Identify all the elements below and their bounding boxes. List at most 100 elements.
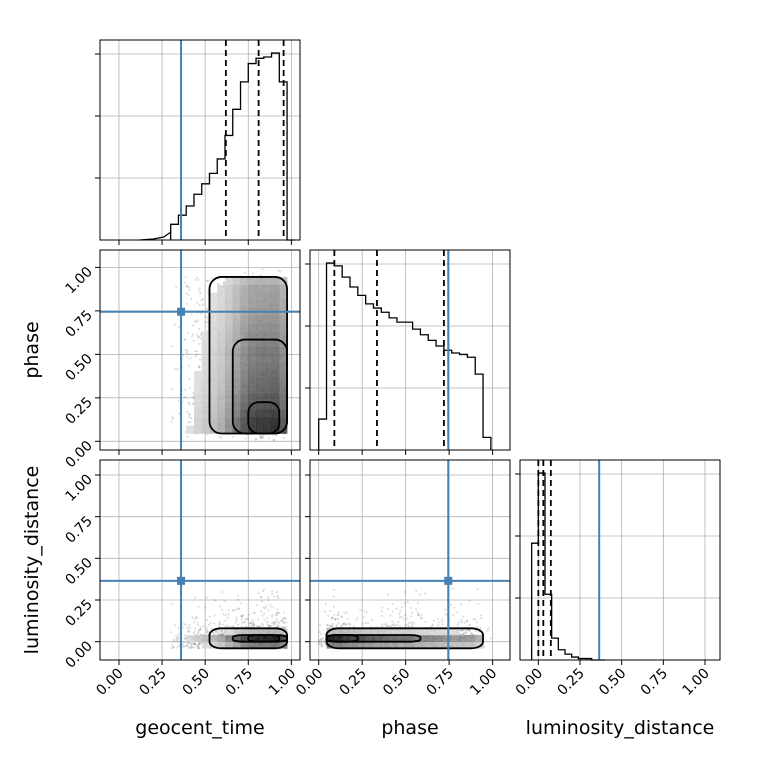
scatter-point (184, 348, 187, 351)
scatter-point (206, 307, 209, 310)
scatter-point (460, 629, 463, 632)
density-block (201, 339, 210, 348)
density-block (271, 331, 280, 340)
scatter-point (184, 292, 188, 295)
density-block (193, 410, 203, 419)
contours (208, 276, 288, 435)
pair-content (317, 587, 492, 650)
scatter-point (401, 606, 404, 609)
scatter-point (232, 625, 235, 628)
density-block (279, 323, 288, 333)
scatter-point (192, 646, 195, 649)
scatter-point (198, 641, 201, 645)
scatter-point (260, 610, 263, 613)
scatter-point (188, 647, 191, 650)
density-block (256, 394, 265, 403)
scatter-point (277, 596, 280, 599)
scatter-point (190, 297, 193, 301)
scatter-point (453, 606, 456, 610)
scatter-point (396, 623, 399, 626)
scatter-point (242, 614, 245, 617)
scatter-point (277, 269, 280, 272)
scatter-point (184, 281, 187, 284)
density-block (193, 370, 203, 379)
scatter-point (437, 621, 440, 624)
scatter-point (380, 610, 383, 613)
scatter-point (189, 646, 193, 649)
scatter-point (330, 625, 334, 628)
scatter-point (404, 613, 407, 617)
scatter-point (420, 616, 423, 620)
scatter-point (410, 611, 414, 614)
density-block (279, 316, 288, 325)
scatter-point (197, 366, 201, 369)
scatter-point (261, 614, 264, 617)
scatter-point (250, 624, 253, 628)
scatter-point (466, 619, 469, 622)
density-block (240, 417, 249, 426)
scatter-point (204, 606, 207, 609)
density-block (271, 355, 280, 364)
scatter-point (406, 624, 410, 627)
density-block (240, 363, 249, 372)
scatter-point (240, 614, 244, 617)
scatter-point (420, 617, 423, 620)
scatter-point (183, 637, 187, 640)
injection-marker (177, 576, 186, 585)
density-block (263, 635, 272, 642)
scatter-point (187, 646, 191, 649)
scatter-point (170, 644, 174, 647)
scatter-point (259, 436, 263, 439)
scatter-point (324, 602, 328, 605)
scatter-point (262, 606, 265, 609)
density-block (232, 635, 241, 642)
density-block (217, 378, 226, 387)
density-block (263, 378, 272, 387)
scatter-point (174, 367, 177, 370)
scatter-point (362, 622, 365, 625)
scatter-point (259, 274, 262, 277)
scatter-point (261, 622, 264, 625)
scatter-point (461, 632, 465, 636)
scatter-point (411, 620, 414, 624)
scatter-point (199, 628, 202, 631)
scatter-point (380, 625, 383, 628)
scatter-point (331, 625, 334, 628)
y-tick-label-4: 1.00 (62, 264, 95, 297)
density-block (217, 417, 226, 426)
density-block (240, 339, 249, 348)
y-tick-label-4: 1.00 (62, 472, 95, 505)
panel-frame (99, 249, 301, 451)
scatter-point (223, 281, 226, 285)
scatter-point (259, 434, 262, 437)
density-block (256, 323, 265, 333)
scatter-point (187, 630, 190, 634)
density-block (201, 355, 210, 364)
scatter-point (242, 621, 245, 624)
scatter-point (267, 596, 270, 599)
density-block (271, 292, 280, 301)
scatter-point (256, 618, 260, 621)
density-block (225, 323, 234, 333)
scatter-point (282, 620, 286, 624)
scatter-point (356, 616, 359, 619)
density-block (232, 628, 241, 636)
scatter-point (282, 621, 285, 625)
scatter-point (274, 434, 278, 437)
density-block (263, 323, 272, 333)
density-block (232, 394, 241, 403)
scatter-point (176, 367, 179, 371)
scatter-point (222, 631, 226, 634)
scatter-point (189, 357, 192, 360)
scatter-point (187, 401, 190, 404)
scatter-point (177, 644, 180, 647)
scatter-point (218, 622, 222, 625)
density-block (256, 316, 265, 325)
scatter-point (196, 301, 199, 304)
density-block (256, 417, 265, 426)
density-block (232, 402, 241, 411)
density-block (248, 386, 257, 395)
density-block (232, 370, 241, 379)
scatter-point (381, 623, 384, 626)
scatter-point (197, 632, 200, 635)
